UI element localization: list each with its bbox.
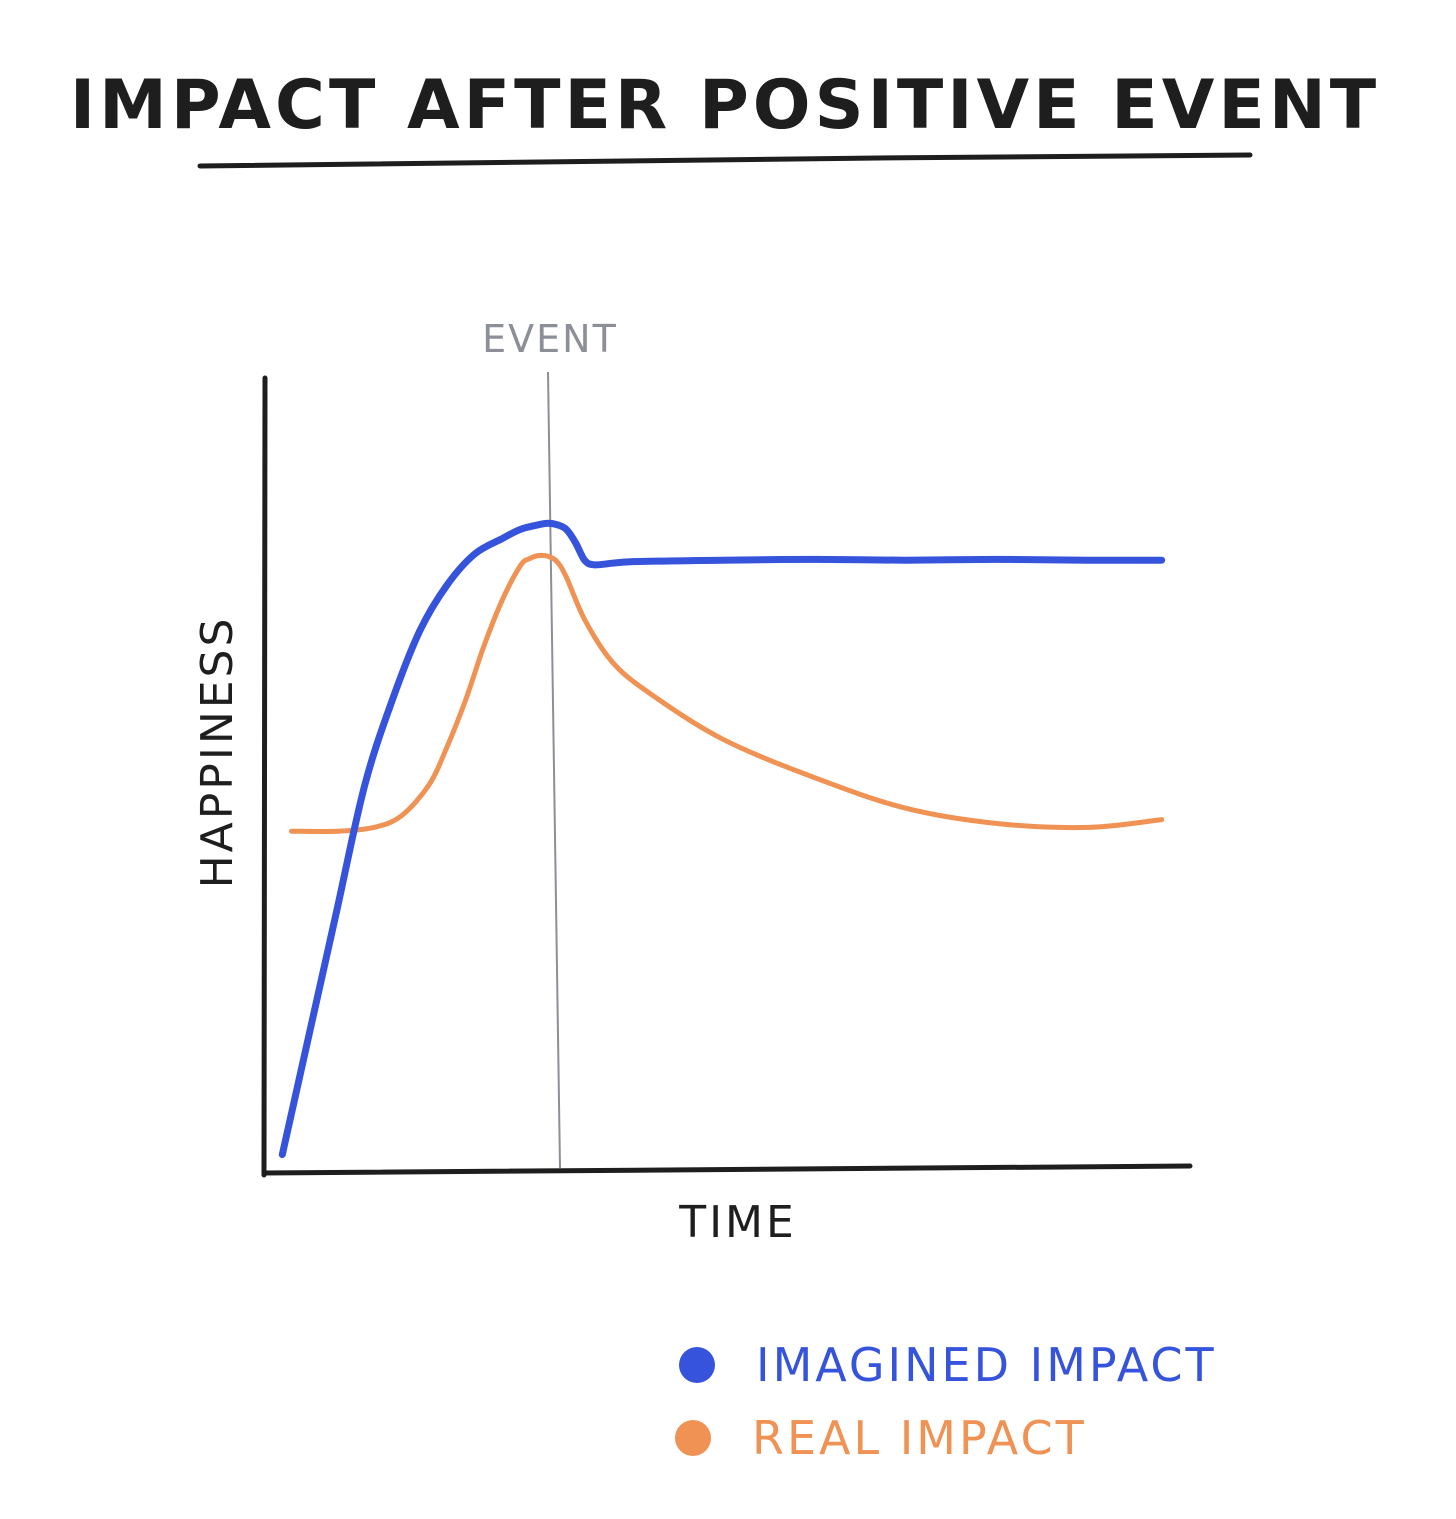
event-annotation-label: EVENT [482,317,618,361]
legend: IMAGINED IMPACT REAL IMPACT [675,1338,1217,1465]
series-layer [278,519,1166,1159]
event-marker-line [547,371,561,1169]
legend-marker-imagined-impact [679,1347,715,1383]
series-line-real-impact [289,552,1165,834]
y-axis-label: HAPPINESS [192,616,243,889]
y-axis-line [261,375,268,1178]
x-axis-label: TIME [678,1197,797,1248]
legend-marker-real-impact [675,1420,711,1456]
legend-label-imagined-impact: IMAGINED IMPACT [756,1338,1217,1392]
series-line-imagined-impact [278,519,1166,1159]
title-underline [197,152,1253,169]
x-axis-line [261,1163,1193,1176]
chart-title: IMPACT AFTER POSITIVE EVENT [70,66,1380,145]
legend-label-real-impact: REAL IMPACT [752,1411,1087,1465]
